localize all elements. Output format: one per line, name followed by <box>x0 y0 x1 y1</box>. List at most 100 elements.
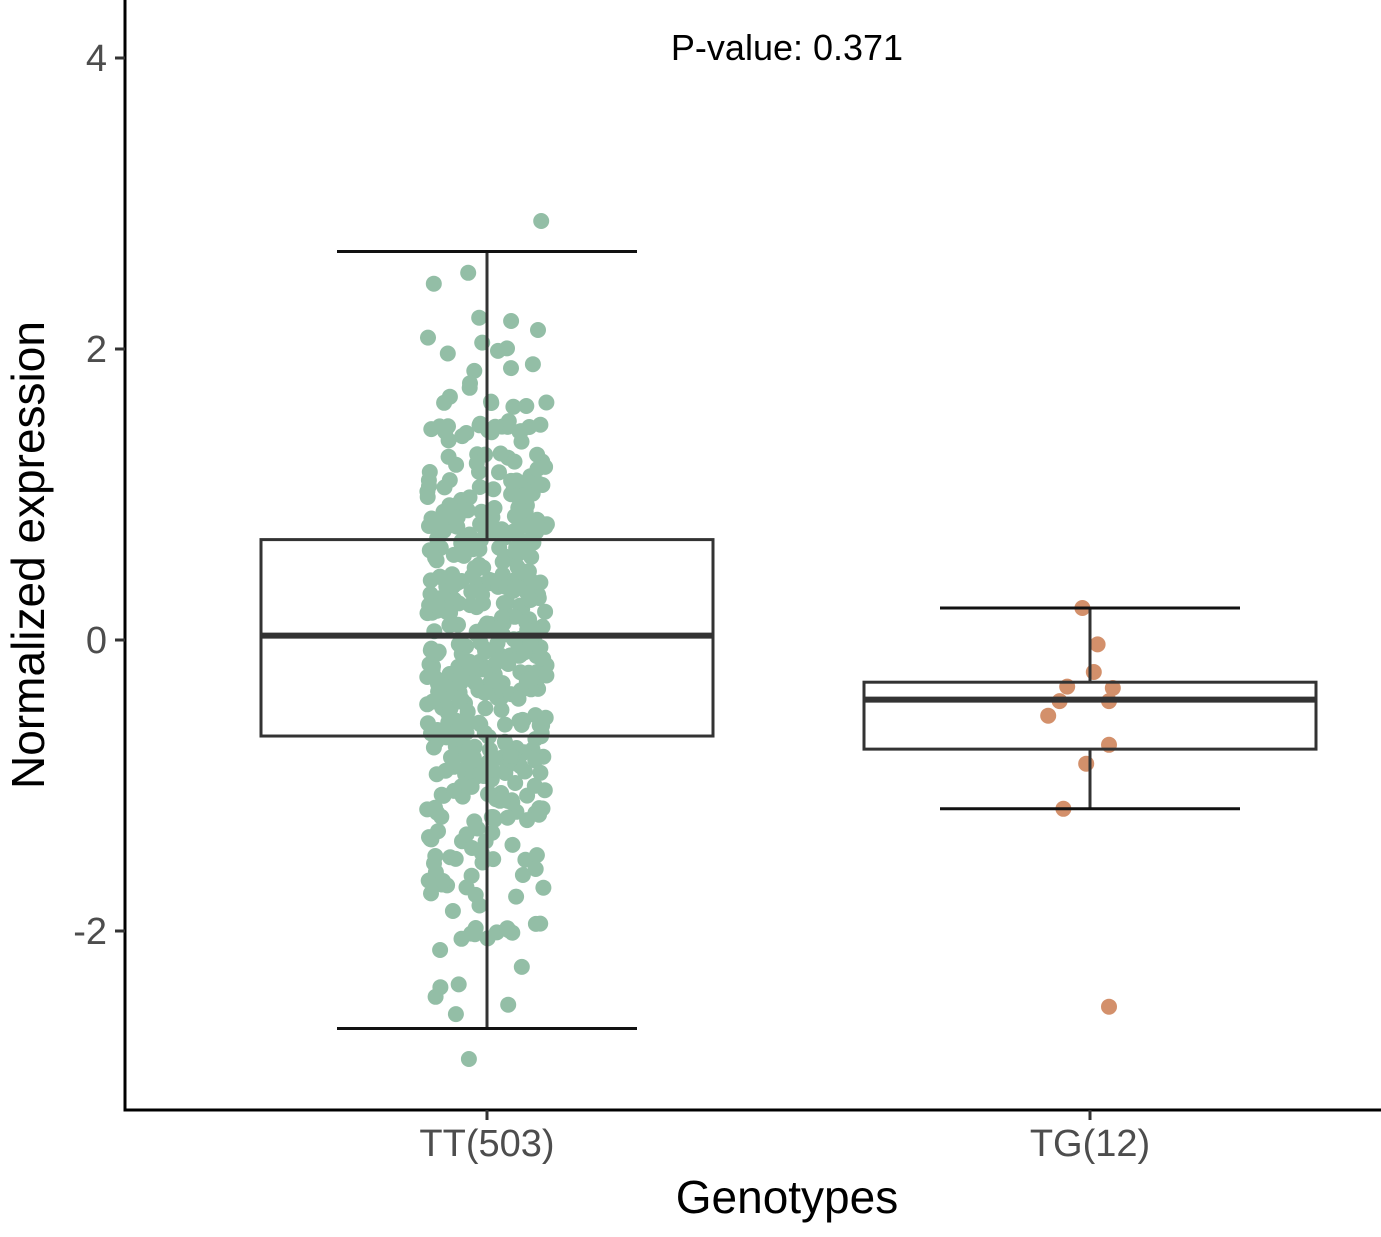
tt-point <box>466 813 483 830</box>
tt-point <box>427 515 444 531</box>
tt-point <box>497 716 513 733</box>
tt-point <box>466 559 483 576</box>
tt-point <box>467 886 484 903</box>
tt-point <box>446 782 462 799</box>
tt-point <box>485 851 502 868</box>
tt-point <box>512 518 529 535</box>
tt-point <box>435 503 452 520</box>
tt-point <box>524 356 541 373</box>
tt-point <box>523 549 540 565</box>
tt-point <box>472 634 489 651</box>
tt-point <box>462 375 478 392</box>
axis-layer: -2 0 2 4 TT(503) TG(12) <box>73 0 1381 1165</box>
tt-point <box>441 388 458 405</box>
tt-point <box>458 425 475 441</box>
tt-point <box>421 464 438 480</box>
tt-point <box>506 453 523 470</box>
tt-point <box>447 1006 464 1023</box>
tt-point <box>492 445 509 462</box>
tg-point <box>1104 680 1121 696</box>
tt-point <box>463 778 480 795</box>
tt-point <box>464 541 481 558</box>
tt-point <box>503 472 520 489</box>
tt-point <box>510 499 527 516</box>
tt-point <box>508 888 525 905</box>
tt-point <box>471 463 487 480</box>
tt-point <box>430 683 447 700</box>
tt-point <box>485 481 502 498</box>
tt-point <box>477 446 494 463</box>
tt-point <box>444 903 461 919</box>
tt-point <box>445 578 462 594</box>
tt-point <box>533 213 550 229</box>
tt-point <box>499 920 516 937</box>
x-axis-title: Genotypes <box>676 1171 898 1223</box>
tt-point <box>474 586 491 603</box>
tt-point <box>514 533 531 550</box>
tt-point <box>507 775 524 791</box>
tt-point <box>471 309 488 326</box>
tt-point <box>439 345 456 362</box>
tt-point <box>475 768 492 784</box>
tt-point <box>453 930 470 947</box>
tt-point <box>533 725 550 742</box>
tt-point <box>491 619 508 636</box>
tg-point <box>1078 755 1095 772</box>
tt-point <box>514 487 531 504</box>
tt-point <box>423 421 440 438</box>
tt-point <box>526 777 543 794</box>
tt-point <box>444 566 461 583</box>
tt-point <box>491 464 507 481</box>
tt-point <box>471 417 488 434</box>
tt-point <box>516 644 533 661</box>
tt-point <box>521 419 538 435</box>
points-layer <box>419 213 1121 1067</box>
y-tick-label: 2 <box>86 329 107 371</box>
tt-point <box>503 313 520 329</box>
tt-point <box>487 418 504 435</box>
tt-point <box>529 446 546 463</box>
tt-point <box>465 749 482 766</box>
tt-point <box>494 790 511 807</box>
tt-point <box>435 873 451 889</box>
y-tick-label: 0 <box>86 620 107 662</box>
tt-point <box>514 711 531 728</box>
tt-point <box>503 360 519 377</box>
tt-point <box>499 340 515 357</box>
tt-point <box>463 659 480 676</box>
tt-point <box>427 848 444 864</box>
tg-point <box>1089 636 1106 653</box>
tt-point <box>517 851 534 868</box>
tt-point <box>471 479 488 495</box>
tt-point <box>497 735 514 752</box>
tt-point <box>491 651 508 668</box>
tt-point <box>422 642 439 659</box>
tt-point <box>468 599 485 616</box>
tt-point <box>496 529 513 546</box>
y-tick-label: -2 <box>73 911 107 953</box>
tt-point <box>531 806 547 823</box>
tt-point <box>477 700 494 717</box>
tt-point <box>425 739 442 756</box>
tt-point <box>506 608 523 625</box>
tt-point <box>437 423 454 440</box>
tt-point <box>537 458 554 475</box>
x-tick-label: TT(503) <box>419 1123 554 1165</box>
tt-point <box>513 958 530 975</box>
tt-point <box>420 872 437 889</box>
tt-point <box>532 620 549 637</box>
tt-point <box>526 669 543 686</box>
tt-point <box>499 809 516 826</box>
tt-point <box>534 477 551 493</box>
tg-box <box>862 680 1318 751</box>
tt-point <box>527 752 544 769</box>
tg-point <box>1040 707 1057 724</box>
tt-point <box>432 979 449 996</box>
tg-point <box>1101 998 1117 1015</box>
tt-point <box>459 502 476 519</box>
p-value-annotation: P-value: 0.371 <box>671 27 903 68</box>
tt-point <box>514 867 531 883</box>
tt-point <box>517 563 534 580</box>
tt-point <box>428 766 445 783</box>
tt-point <box>460 1051 477 1067</box>
